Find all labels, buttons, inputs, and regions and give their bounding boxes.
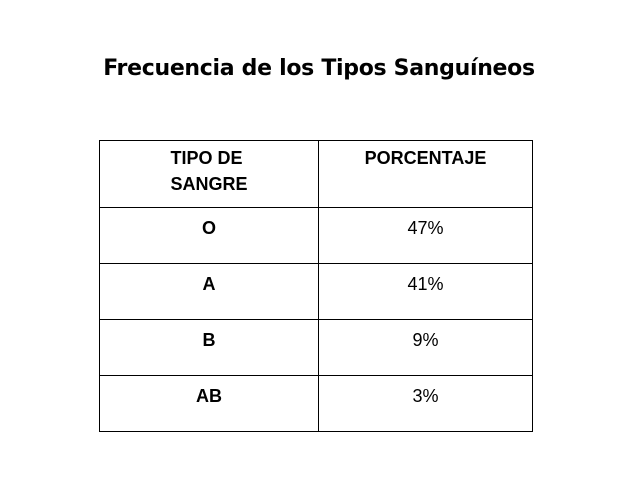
blood-type-cell: B <box>99 319 319 376</box>
header-percentage-label: PORCENTAJE <box>364 148 487 168</box>
percentage-cell: 47% <box>318 207 533 264</box>
percentage-cell: 3% <box>318 375 533 432</box>
table-row: AB 3% <box>99 375 533 432</box>
header-blood-type: TIPO DE SANGRE <box>99 140 319 208</box>
blood-type-cell: O <box>99 207 319 264</box>
header-percentage: PORCENTAJE <box>318 140 533 208</box>
percentage-cell: 41% <box>318 263 533 320</box>
percentage-cell: 9% <box>318 319 533 376</box>
header-blood-type-label: TIPO DE SANGRE <box>170 148 248 194</box>
table-header-row: TIPO DE SANGRE PORCENTAJE <box>99 140 533 208</box>
table-row: A 41% <box>99 263 533 320</box>
table-row: B 9% <box>99 319 533 376</box>
blood-type-cell: A <box>99 263 319 320</box>
slide-title: Frecuencia de los Tipos Sanguíneos <box>103 56 535 81</box>
blood-type-table: TIPO DE SANGRE PORCENTAJE O 47% A 41% B 9… <box>99 140 533 432</box>
table-row: O 47% <box>99 207 533 264</box>
blood-type-cell: AB <box>99 375 319 432</box>
